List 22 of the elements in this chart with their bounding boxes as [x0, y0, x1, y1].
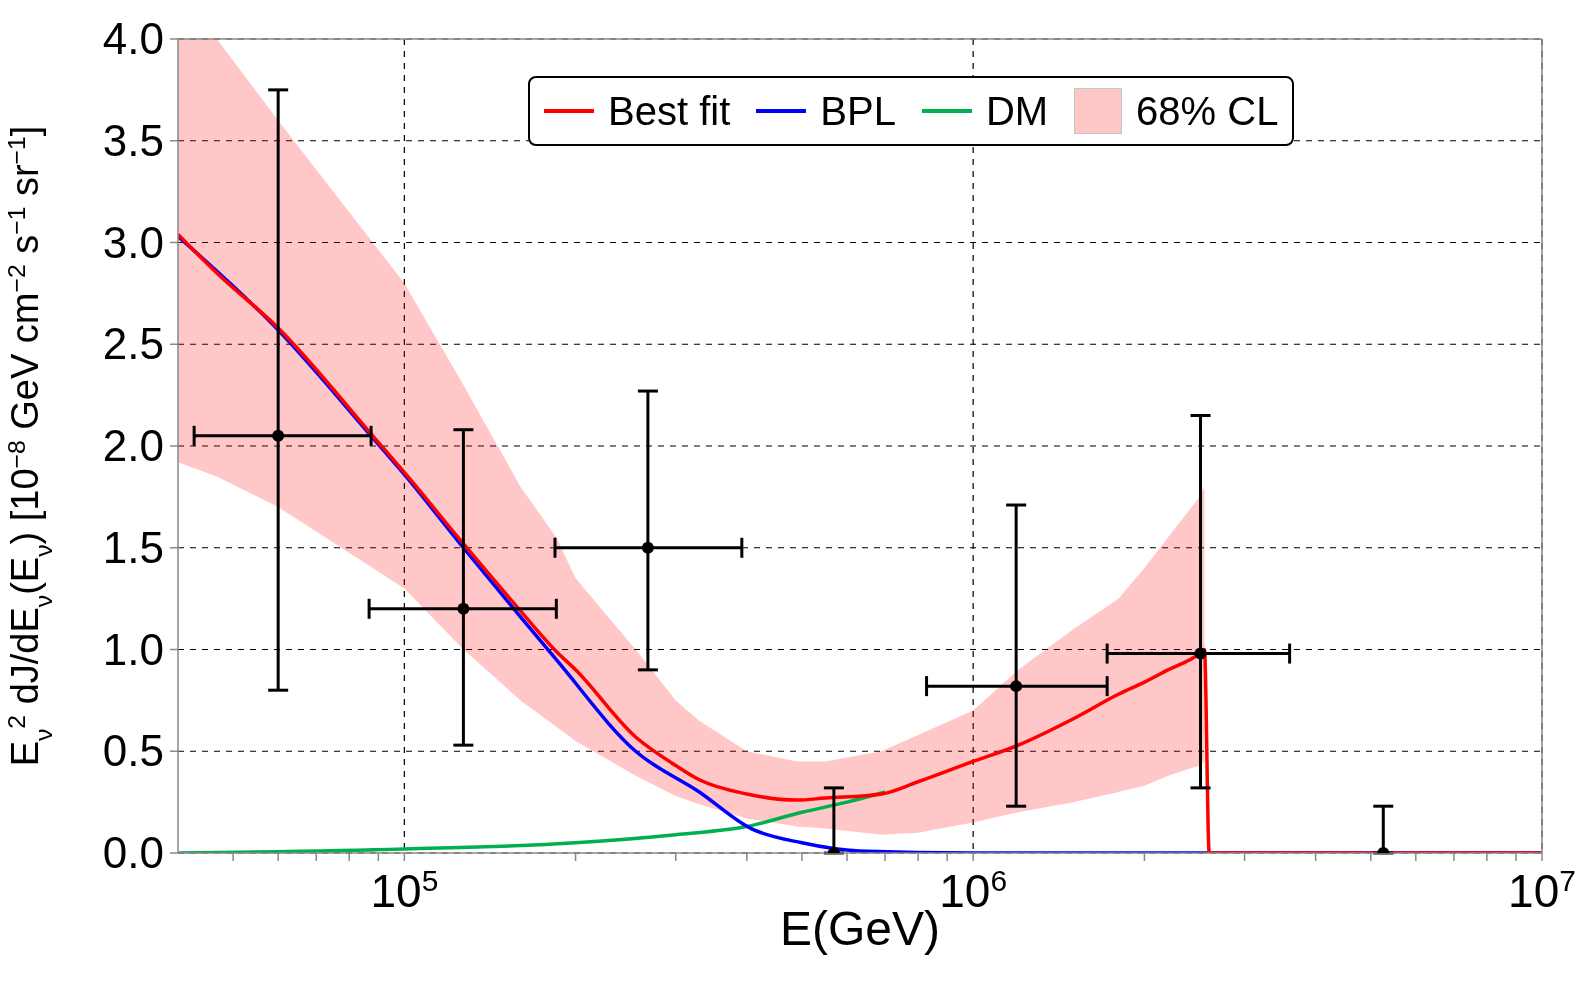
y-tick-label: 1.0	[102, 624, 164, 674]
annotation: 68% CL	[1136, 88, 1279, 133]
legend-label: DM	[985, 88, 1049, 133]
y-tick-label: 2.0	[102, 421, 164, 470]
y-tick-label: 3.5	[102, 115, 164, 165]
x-tick-label: 10$^{5}$	[370, 863, 439, 917]
point	[1194, 647, 1207, 660]
point	[457, 602, 470, 615]
y-tick-label: 3.0	[102, 217, 164, 267]
x-tick-label: 10$^{6}$	[939, 863, 1008, 917]
point	[641, 541, 654, 554]
y-tick-label: 4.0	[102, 14, 164, 63]
y-tick-label: 2.5	[102, 319, 164, 369]
y-tick-label: 0.5	[102, 726, 164, 776]
y-tick-label: 1.5	[102, 522, 164, 572]
x-axis-title: E(GeV)	[779, 902, 941, 955]
x-tick-label: 10$^{7}$	[1508, 863, 1576, 917]
point	[1010, 680, 1023, 693]
y-tick-label: 0.0	[102, 828, 164, 877]
legend-label: BPL	[820, 88, 896, 133]
legend-label: Best fit	[608, 88, 731, 133]
point	[272, 429, 285, 442]
